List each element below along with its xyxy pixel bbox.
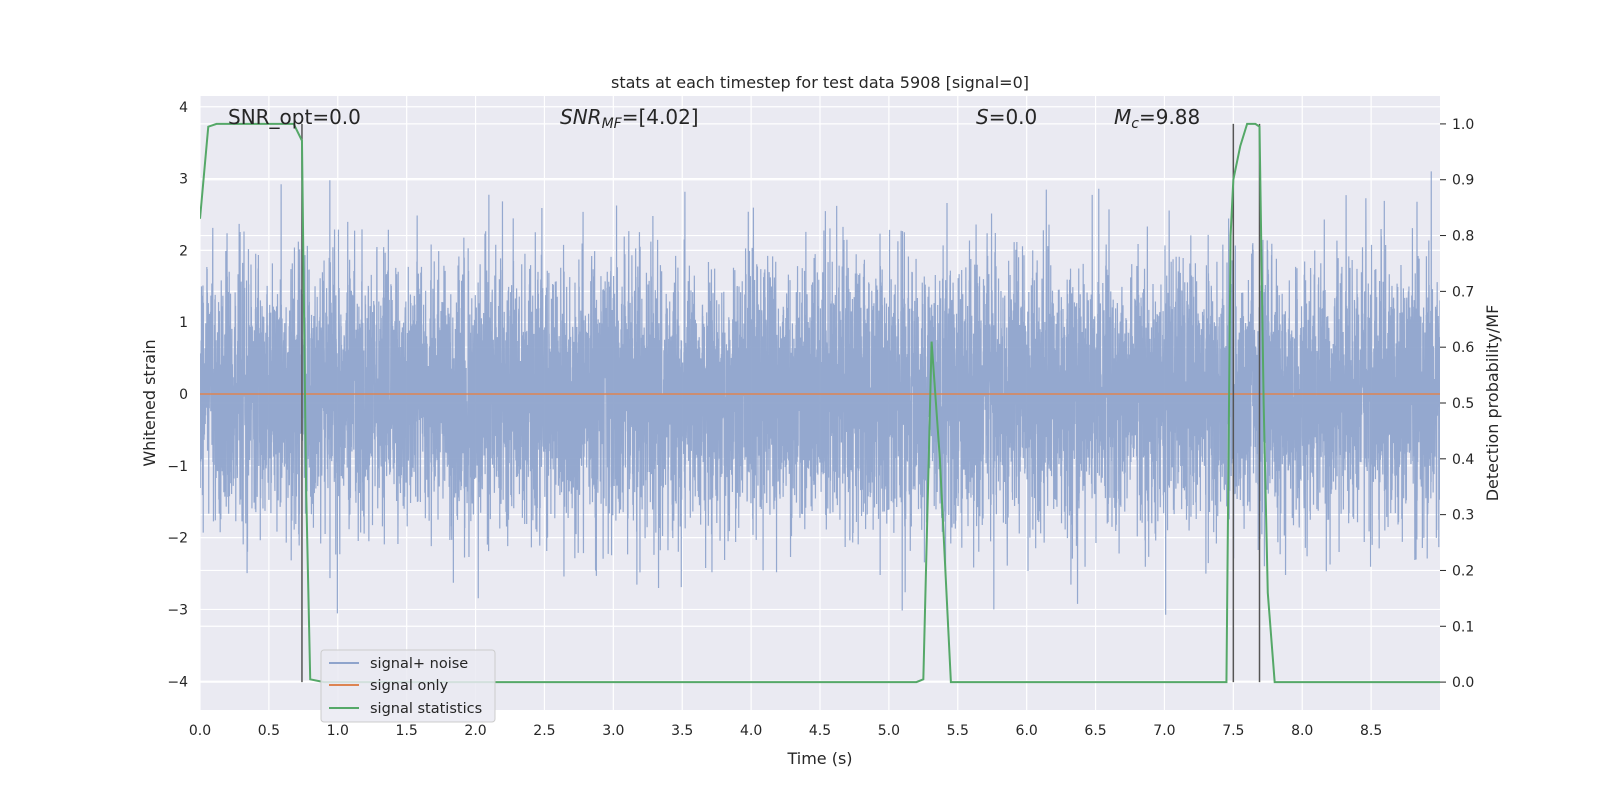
y2-tick-label: 0.3: [1452, 508, 1474, 524]
legend-label-signal-statistics: signal statistics: [370, 701, 482, 717]
y-tick-label: −1: [167, 459, 188, 475]
chart-title: stats at each timestep for test data 590…: [611, 73, 1029, 92]
y2-tick-label: 0.8: [1452, 229, 1474, 245]
y-tick-label: 1: [179, 315, 188, 331]
x-tick-label: 3.5: [671, 723, 693, 739]
y-axis-ticks: −4 −3 −2 −1 0 1 2 3 4: [167, 100, 188, 691]
y2-tick-label: 0.7: [1452, 284, 1474, 300]
x-axis-ticks: 0.0 0.5 1.0 1.5 2.0 2.5 3.0 3.5 4.0 4.5 5.0 5.5 6.0 6…: [189, 723, 1382, 739]
x-tick-label: 8.0: [1291, 723, 1313, 739]
y2-tick-label: 0.4: [1452, 452, 1474, 468]
x-tick-label: 3.0: [602, 723, 624, 739]
x-tick-label: 4.5: [809, 723, 831, 739]
y-tick-label: 0: [179, 387, 188, 403]
x-tick-label: 4.0: [740, 723, 762, 739]
y2-tick-label: 0.0: [1452, 675, 1474, 691]
x-tick-label: 2.5: [533, 723, 555, 739]
y-tick-label: −4: [167, 674, 188, 690]
y2-tick-label: 0.6: [1452, 340, 1474, 356]
y2-tick-label: 0.5: [1452, 396, 1474, 412]
y-tick-label: −3: [167, 602, 188, 618]
y2-tick-label: 0.9: [1452, 173, 1474, 189]
x-tick-label: 7.0: [1153, 723, 1175, 739]
x-tick-label: 0.0: [189, 723, 211, 739]
y2-tick-label: 1.0: [1452, 117, 1474, 133]
legend: signal+ noise signal only signal statist…: [320, 649, 496, 723]
x-tick-label: 1.0: [327, 723, 349, 739]
y-tick-label: 3: [179, 172, 188, 188]
x-tick-label: 2.0: [464, 723, 486, 739]
x-tick-label: 1.5: [396, 723, 418, 739]
x-axis-label: Time (s): [786, 749, 852, 768]
x-tick-label: 6.5: [1084, 723, 1106, 739]
y2-axis-label: Detection probability/MF: [1483, 305, 1502, 502]
legend-box: [320, 649, 496, 723]
y-axis-label: Whitened strain: [140, 339, 159, 466]
y-tick-label: −2: [167, 531, 188, 547]
x-tick-label: 6.0: [1016, 723, 1038, 739]
y-tick-label: 4: [179, 100, 188, 116]
legend-label-signal-noise: signal+ noise: [370, 656, 468, 672]
series-signal-statistics: [200, 122, 1440, 684]
x-tick-label: 8.5: [1360, 723, 1382, 739]
x-tick-label: 5.5: [947, 723, 969, 739]
legend-label-signal-only: signal only: [370, 678, 449, 694]
y2-tick-label: 0.1: [1452, 619, 1474, 635]
y2-axis-ticks: 0.0 0.1 0.2 0.3 0.4 0.5 0.6 0.7 0.8 0.9 1.0: [1440, 117, 1474, 691]
y2-tick-label: 0.2: [1452, 563, 1474, 579]
x-tick-label: 0.5: [258, 723, 280, 739]
x-tick-label: 7.5: [1222, 723, 1244, 739]
annotation-s: S=0.0: [976, 105, 1037, 129]
annotation-snr-opt: SNR_opt=0.0: [228, 105, 361, 129]
annotation-mc: Mc=9.88: [1114, 105, 1200, 132]
annotation-snr-mf: SNRMF=[4.02]: [560, 105, 699, 132]
y-tick-label: 2: [179, 243, 188, 259]
x-tick-label: 5.0: [878, 723, 900, 739]
